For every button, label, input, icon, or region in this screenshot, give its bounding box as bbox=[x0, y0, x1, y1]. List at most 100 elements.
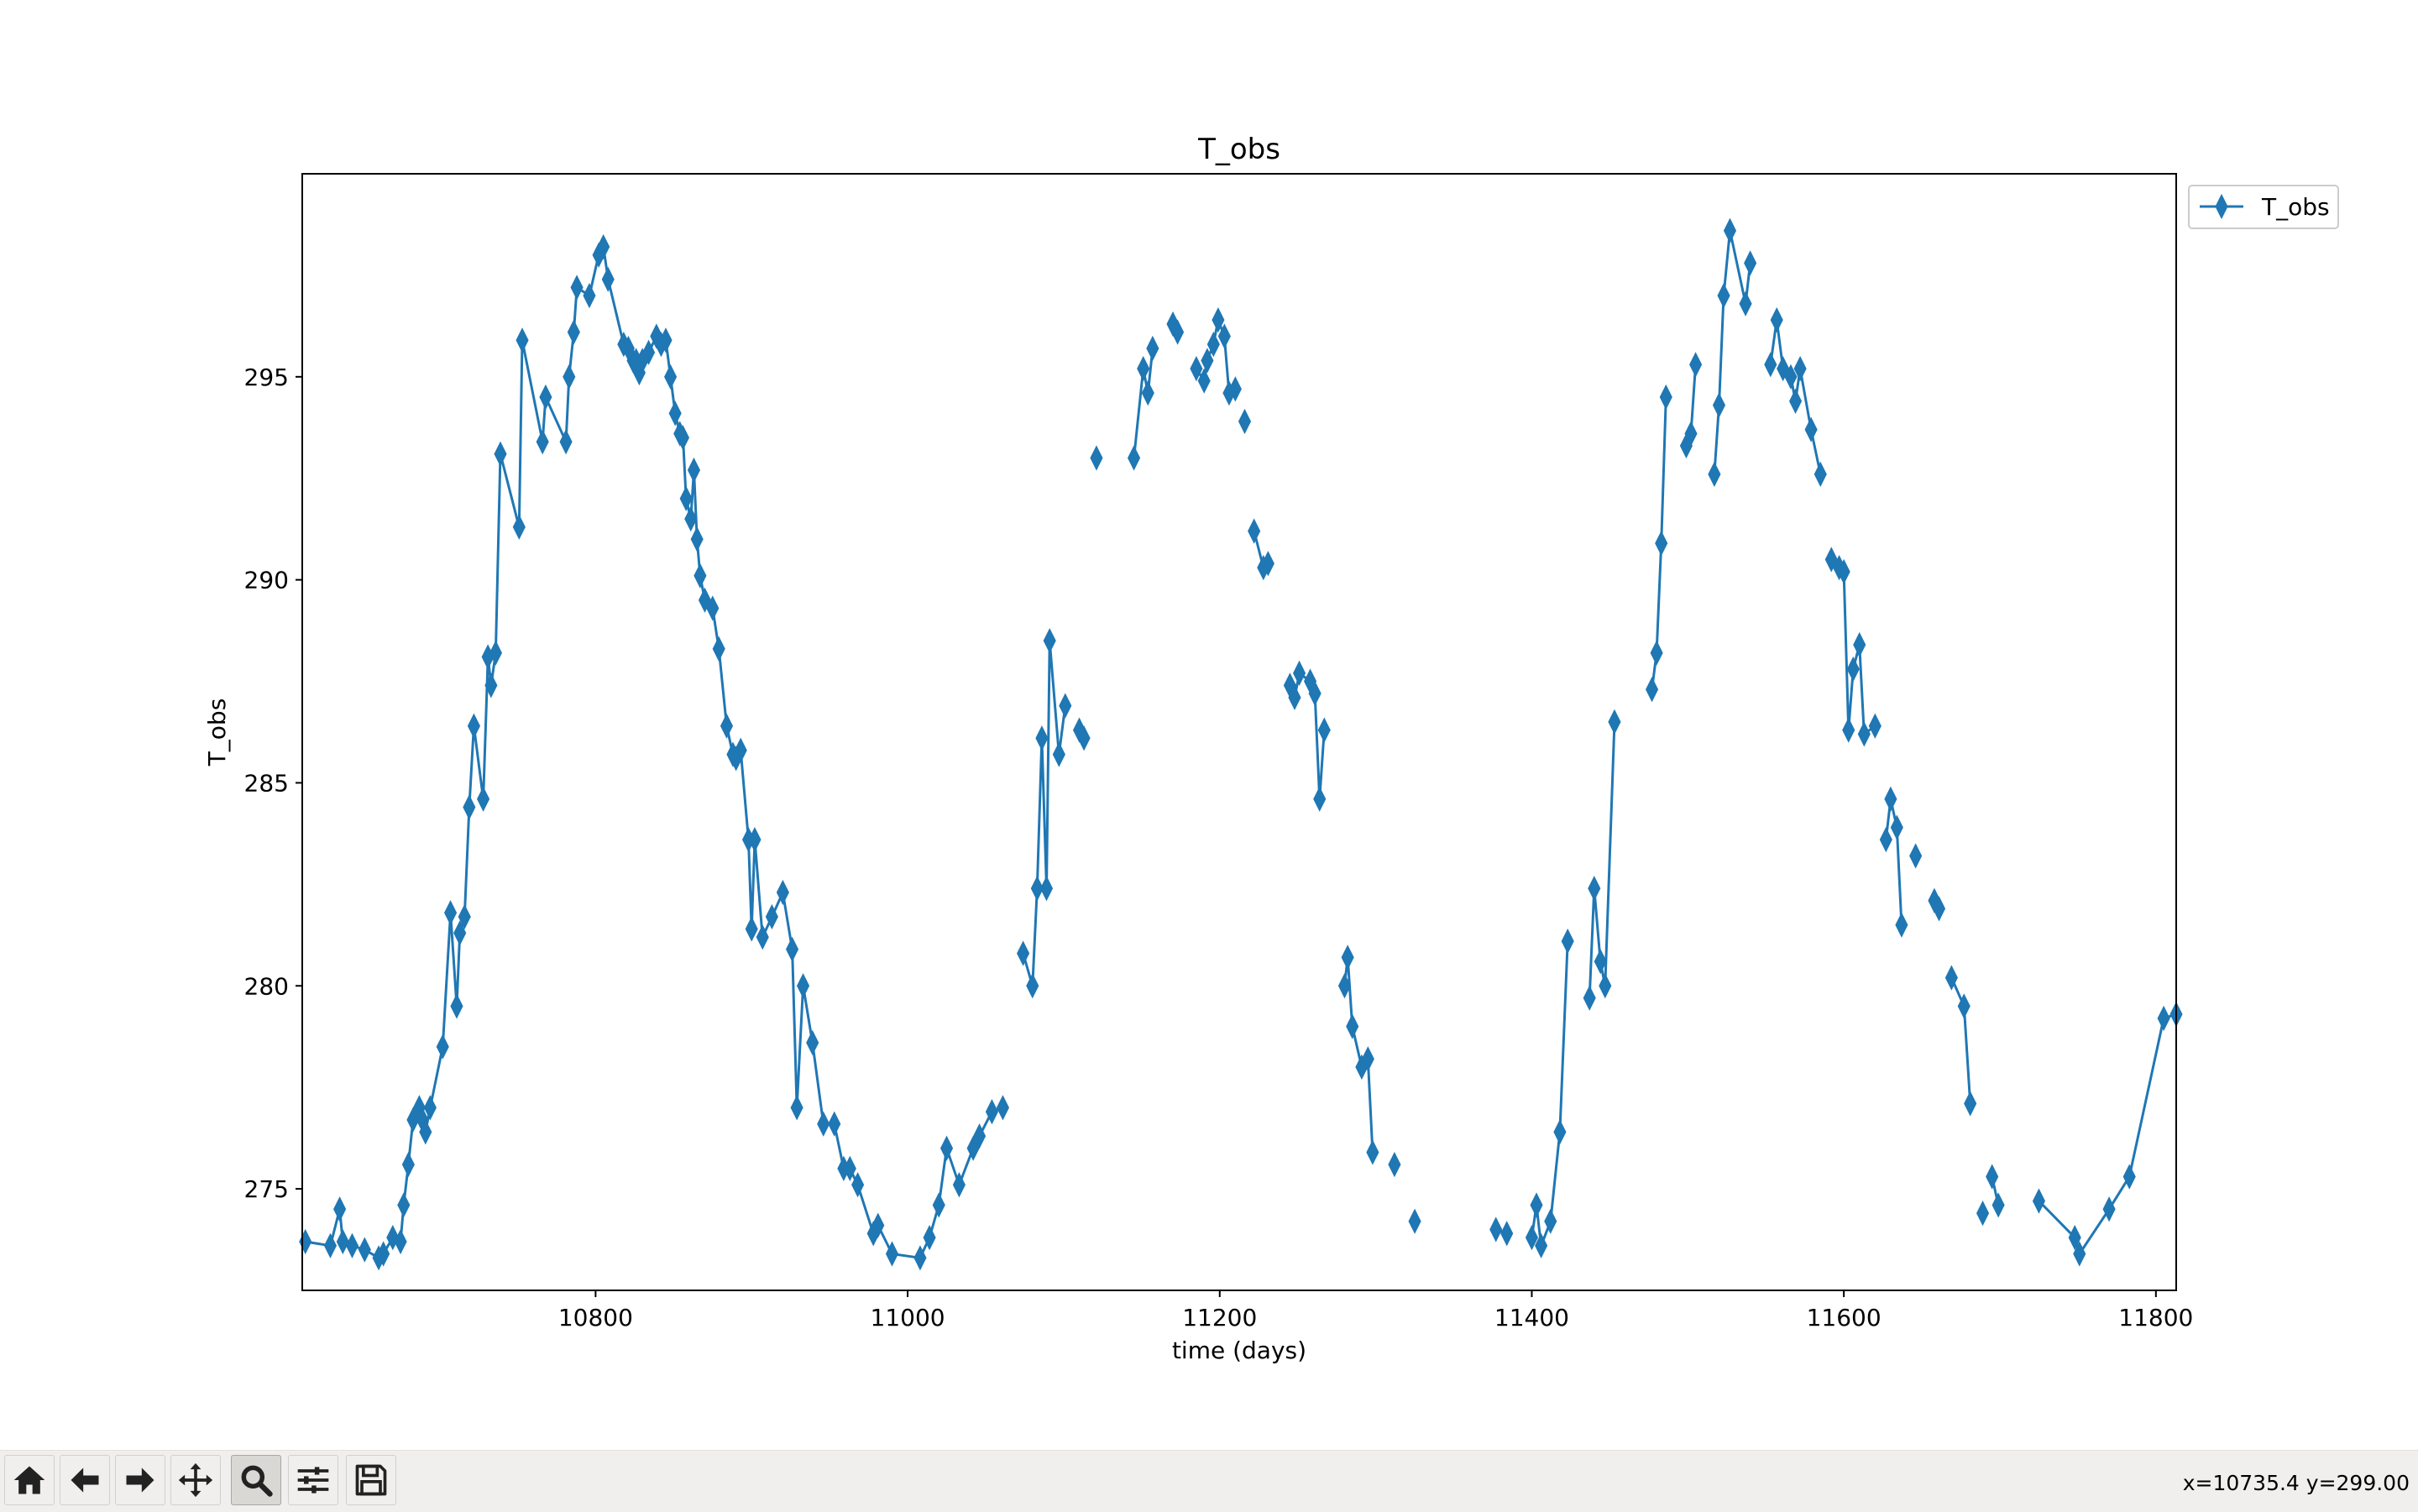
data-point bbox=[1190, 356, 1203, 382]
data-point bbox=[939, 1135, 954, 1161]
series-line-segment bbox=[1713, 229, 1752, 475]
data-point bbox=[1594, 949, 1607, 975]
data-point bbox=[458, 903, 471, 930]
data-point bbox=[1837, 558, 1850, 585]
data-point bbox=[748, 827, 762, 853]
data-point bbox=[966, 1135, 980, 1161]
data-point bbox=[453, 920, 467, 946]
x-tick-label: 11600 bbox=[1807, 1304, 1882, 1332]
data-point bbox=[1141, 380, 1154, 406]
data-point bbox=[1944, 965, 1958, 991]
data-point bbox=[1530, 1192, 1543, 1218]
data-point bbox=[684, 505, 698, 532]
arrow-left-icon bbox=[71, 1468, 99, 1493]
data-point bbox=[1171, 319, 1185, 345]
data-point bbox=[1361, 1046, 1374, 1072]
x-axis: 10800 11000 11200 11400 11600 11800 bbox=[558, 1290, 2193, 1332]
configure-subplots-button[interactable] bbox=[288, 1455, 338, 1505]
data-point bbox=[676, 425, 690, 451]
series-line-segment bbox=[1830, 558, 1876, 735]
data-point bbox=[1659, 384, 1672, 411]
data-point bbox=[1308, 680, 1322, 707]
data-point bbox=[1248, 518, 1261, 544]
data-point bbox=[377, 1241, 390, 1267]
data-point bbox=[1684, 421, 1698, 447]
save-button[interactable] bbox=[346, 1455, 396, 1505]
data-point bbox=[1228, 376, 1242, 402]
data-point bbox=[851, 1172, 865, 1198]
data-point bbox=[765, 903, 778, 930]
data-point bbox=[687, 457, 701, 484]
data-point bbox=[817, 1111, 830, 1137]
floppy-disk-icon bbox=[355, 1464, 387, 1496]
data-point bbox=[690, 526, 704, 552]
data-point bbox=[1127, 445, 1141, 471]
data-point bbox=[601, 266, 615, 292]
data-point bbox=[806, 1029, 819, 1056]
data-point bbox=[734, 737, 747, 763]
data-point bbox=[1212, 306, 1225, 333]
data-point bbox=[436, 1033, 449, 1059]
home-icon bbox=[13, 1466, 45, 1494]
data-point bbox=[1077, 725, 1091, 751]
data-point bbox=[1770, 306, 1783, 333]
data-point bbox=[1650, 640, 1663, 666]
data-point bbox=[1201, 348, 1214, 374]
pan-button[interactable] bbox=[170, 1455, 221, 1505]
data-point bbox=[1238, 408, 1252, 435]
data-point bbox=[1932, 896, 1946, 922]
data-point bbox=[358, 1237, 371, 1263]
home-button[interactable] bbox=[4, 1455, 55, 1505]
forward-button[interactable] bbox=[115, 1455, 165, 1505]
data-point bbox=[1689, 352, 1703, 378]
data-point bbox=[797, 973, 810, 999]
data-point bbox=[423, 1095, 437, 1121]
x-axis-label: time (days) bbox=[1172, 1337, 1306, 1364]
data-point bbox=[323, 1232, 338, 1258]
legend-frame bbox=[2188, 185, 2339, 229]
data-point bbox=[489, 640, 503, 666]
arrow-right-icon bbox=[126, 1468, 154, 1493]
data-point bbox=[1525, 1225, 1539, 1251]
data-point bbox=[1292, 660, 1306, 686]
data-point bbox=[516, 327, 529, 353]
chart[interactable]: T_obs 10800 11000 11200 11400 11600 11800 275… bbox=[0, 0, 2418, 1450]
data-point bbox=[1646, 677, 1659, 703]
data-point bbox=[1712, 392, 1726, 418]
data-point bbox=[973, 1123, 987, 1149]
data-point bbox=[712, 636, 725, 662]
data-point bbox=[1879, 827, 1892, 853]
data-point bbox=[952, 1172, 966, 1198]
data-point bbox=[1868, 713, 1882, 739]
data-point bbox=[1739, 290, 1752, 317]
data-point bbox=[996, 1095, 1010, 1121]
data-point bbox=[299, 1228, 312, 1255]
series-line-segment bbox=[1133, 348, 1154, 458]
data-point bbox=[406, 1107, 420, 1133]
chart-title: T_obs bbox=[1197, 133, 1280, 166]
data-point bbox=[463, 794, 476, 820]
data-point bbox=[1337, 973, 1352, 999]
cursor-coordinates: x=10735.4 y=299.00 bbox=[2182, 1471, 2410, 1495]
data-point bbox=[1489, 1216, 1503, 1243]
data-point bbox=[1853, 631, 1866, 658]
data-point bbox=[843, 1155, 856, 1182]
data-point bbox=[1288, 684, 1301, 711]
data-point bbox=[785, 936, 799, 962]
y-tick-label: 280 bbox=[244, 972, 289, 1000]
zoom-button[interactable] bbox=[231, 1455, 281, 1505]
series-line-segment bbox=[1884, 798, 1903, 925]
data-point bbox=[563, 364, 576, 390]
back-button[interactable] bbox=[60, 1455, 110, 1505]
data-point bbox=[1793, 356, 1807, 382]
data-point bbox=[2102, 1196, 2116, 1222]
data-point bbox=[450, 993, 463, 1019]
data-point bbox=[1544, 1208, 1557, 1234]
data-point bbox=[668, 400, 682, 426]
data-point bbox=[664, 364, 678, 390]
series-line-segment bbox=[1950, 976, 1972, 1104]
x-tick-label: 11400 bbox=[1494, 1304, 1569, 1332]
data-point bbox=[1039, 876, 1054, 902]
data-point bbox=[1655, 530, 1668, 557]
data-point bbox=[1346, 1013, 1359, 1039]
